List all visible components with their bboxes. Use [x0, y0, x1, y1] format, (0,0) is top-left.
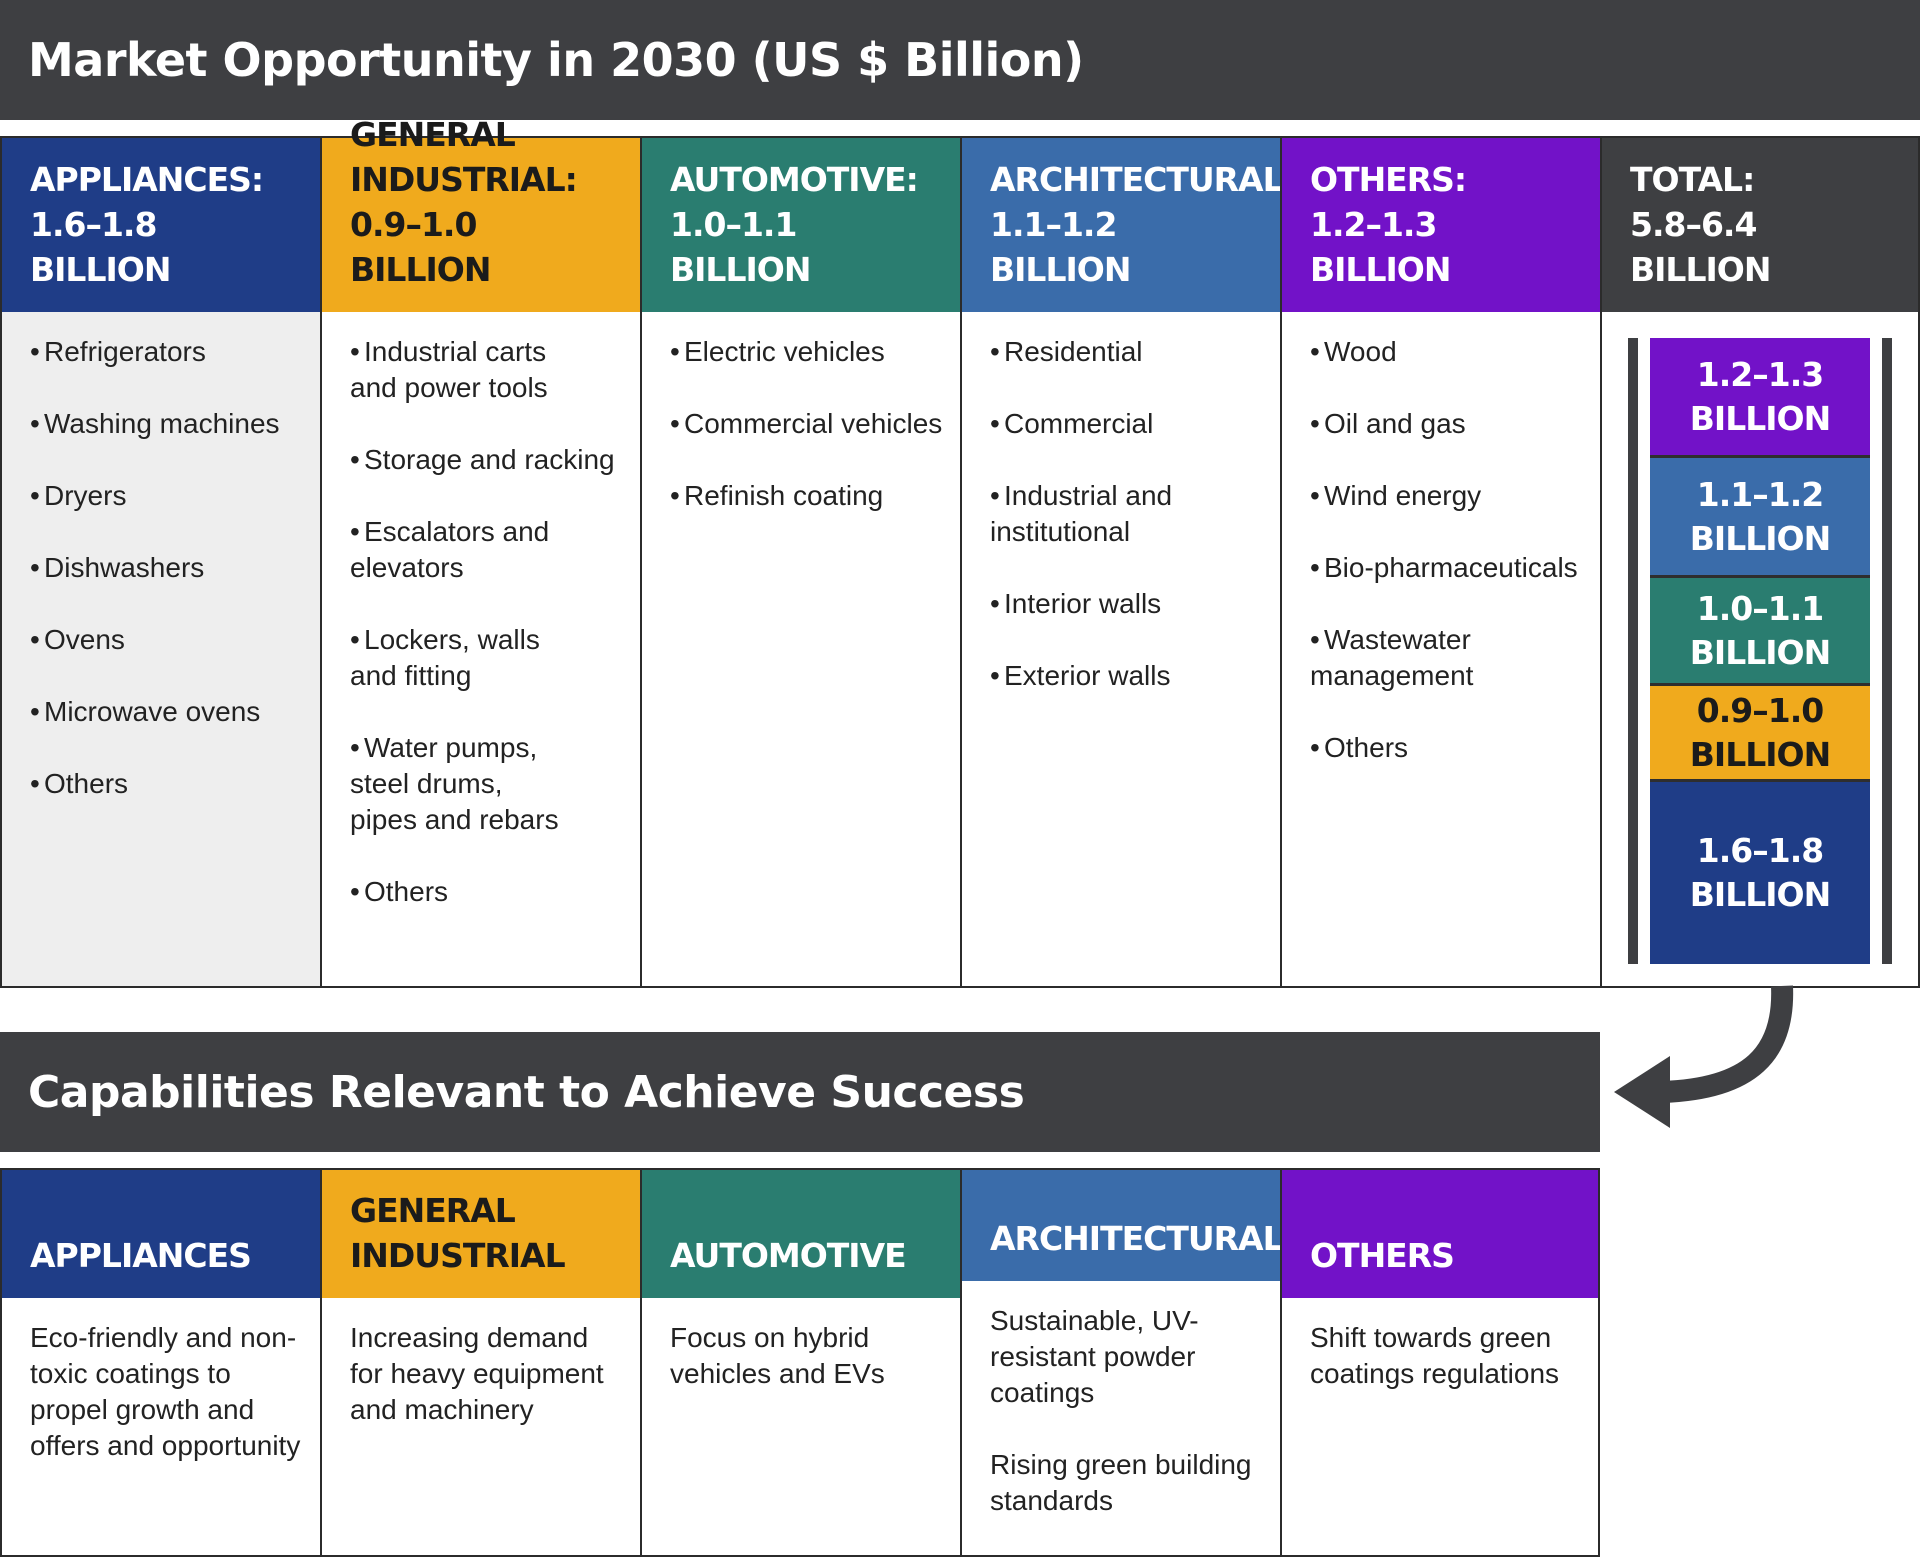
list-item: • Water pumps, steel drums, pipes and reb…: [350, 732, 559, 835]
list-item: • Wind energy: [1310, 480, 1482, 511]
list-item: • Washing machines: [30, 408, 280, 439]
market-column-appliances: APPLIANCES: 1.6–1.8 BILLION • Refrigerato…: [0, 136, 320, 988]
capability-header-others: OTHERS: [1282, 1170, 1598, 1298]
capability-column-others: OTHERS Shift towards green coatings regu…: [1280, 1168, 1600, 1557]
total-stacked-bar: 1.2–1.3 BILLION 1.1–1.2 BILLION 1.0–1.1 BIL…: [1650, 338, 1870, 964]
capability-paragraph: Focus on hybrid vehicles and EVs: [670, 1322, 885, 1389]
market-column-architectural: ARCHITECTURAL: 1.1–1.2 BILLION • Resident…: [960, 136, 1296, 988]
capability-text-general-industrial: Increasing demand for heavy equipment an…: [322, 1298, 640, 1555]
list-item: • Bio-pharmaceuticals: [1310, 552, 1578, 583]
capability-text-automotive: Focus on hybrid vehicles and EVs: [642, 1298, 960, 1555]
capability-paragraph: Sustainable, UV-resistant powder coating…: [990, 1305, 1199, 1408]
list-item: • Wastewater management: [1310, 624, 1474, 691]
header-line: GENERAL: [350, 115, 516, 154]
list-item: • Oil and gas: [1310, 408, 1466, 439]
list-item: • Escalators and elevators: [350, 516, 550, 583]
header-line: INDUSTRIAL: [350, 1236, 566, 1275]
header-line: ARCHITECTURAL:: [990, 160, 1296, 199]
list-item: • Refrigerators: [30, 336, 206, 367]
market-header-automotive: AUTOMOTIVE: 1.0–1.1 BILLION: [642, 138, 960, 312]
market-list-others: • Wood • Oil and gas • Wind energy • Bio-pha…: [1282, 312, 1600, 986]
capability-column-appliances: APPLIANCES Eco-friendly and non-toxic co…: [0, 1168, 320, 1557]
stack-segment-others: 1.2–1.3 BILLION: [1650, 338, 1870, 458]
header-value: 0.9–1.0 BILLION: [350, 205, 491, 289]
list-item: • Dishwashers: [30, 552, 205, 583]
header-line: OTHERS: [1310, 1236, 1455, 1275]
capability-paragraph: Eco-friendly and non-toxic coatings to p…: [30, 1322, 301, 1461]
capability-header-architectural: ARCHITECTURAL: [962, 1170, 1284, 1281]
header-value: 5.8–6.4 BILLION: [1630, 205, 1771, 289]
capability-paragraph: Rising green building standards: [990, 1449, 1252, 1516]
capability-column-general-industrial: GENERAL INDUSTRIAL Increasing demand for…: [320, 1168, 640, 1557]
market-column-total: TOTAL: 5.8–6.4 BILLION 1.2–1.3 BILLION 1.…: [1600, 136, 1920, 988]
list-item: • Wood: [1310, 336, 1397, 367]
list-item: • Commercial: [990, 408, 1154, 439]
list-item: • Industrial carts and power tools: [350, 336, 548, 403]
capability-text-others: Shift towards green coatings regulations: [1282, 1298, 1598, 1555]
header-line: OTHERS:: [1310, 160, 1467, 199]
capability-text-architectural: Sustainable, UV-resistant powder coating…: [962, 1281, 1280, 1555]
capabilities-grid: APPLIANCES Eco-friendly and non-toxic co…: [0, 1168, 1600, 1557]
stack-rail-left: [1628, 338, 1638, 964]
stack-segment-architectural: 1.1–1.2 BILLION: [1650, 458, 1870, 578]
curved-arrow-icon: [1614, 985, 1794, 1128]
header-line: ARCHITECTURAL: [990, 1219, 1284, 1258]
market-header-others: OTHERS: 1.2–1.3 BILLION: [1282, 138, 1600, 312]
header-line: TOTAL:: [1630, 160, 1755, 199]
total-stack-area: 1.2–1.3 BILLION 1.1–1.2 BILLION 1.0–1.1 BIL…: [1602, 312, 1918, 986]
list-item: • Electric vehicles: [670, 336, 885, 367]
list-item: • Others: [1310, 732, 1409, 763]
stack-rail-right: [1882, 338, 1892, 964]
market-grid: APPLIANCES: 1.6–1.8 BILLION • Refrigerato…: [0, 115, 1920, 988]
market-list-automotive: • Electric vehicles • Commercial vehicles …: [642, 312, 960, 986]
list-item: • Microwave ovens: [30, 696, 261, 727]
capability-header-automotive: AUTOMOTIVE: [642, 1170, 960, 1298]
capability-column-automotive: AUTOMOTIVE Focus on hybrid vehicles and …: [640, 1168, 960, 1557]
header-line: APPLIANCES:: [30, 160, 264, 199]
stack-segment-appliances: 1.6–1.8 BILLION: [1650, 782, 1870, 964]
list-item: • Commercial vehicles: [670, 408, 943, 439]
list-item: • Others: [350, 876, 449, 907]
capability-column-architectural: ARCHITECTURAL Sustainable, UV-resistant …: [960, 1168, 1284, 1557]
capability-text-appliances: Eco-friendly and non-toxic coatings to p…: [2, 1298, 320, 1555]
market-column-others: OTHERS: 1.2–1.3 BILLION • Wood • Oil and g…: [1280, 136, 1600, 988]
list-item: • Industrial and institutional: [990, 480, 1173, 547]
list-item: • Storage and racking: [350, 444, 615, 475]
stack-segment-general-industrial: 0.9–1.0 BILLION: [1650, 686, 1870, 782]
market-header-total: TOTAL: 5.8–6.4 BILLION: [1602, 138, 1918, 312]
market-header-general-industrial: GENERAL INDUSTRIAL: 0.9–1.0 BILLION: [322, 115, 640, 312]
market-list-architectural: • Residential • Commercial • Industrial and…: [962, 312, 1280, 986]
market-header-architectural: ARCHITECTURAL: 1.1–1.2 BILLION: [962, 138, 1296, 312]
list-item: • Residential: [990, 336, 1143, 367]
stack-segment-automotive: 1.0–1.1 BILLION: [1650, 578, 1870, 686]
capability-header-general-industrial: GENERAL INDUSTRIAL: [322, 1170, 640, 1298]
market-column-automotive: AUTOMOTIVE: 1.0–1.1 BILLION • Electric ve…: [640, 136, 960, 988]
header-line: INDUSTRIAL:: [350, 160, 578, 199]
header-line: AUTOMOTIVE:: [670, 160, 919, 199]
market-list-appliances: • Refrigerators • Washing machines • Dryers…: [2, 312, 320, 986]
list-item: • Refinish coating: [670, 480, 884, 511]
header-line: AUTOMOTIVE: [670, 1236, 907, 1275]
capability-header-appliances: APPLIANCES: [2, 1170, 320, 1298]
list-item: • Others: [30, 768, 129, 799]
header-line: GENERAL: [350, 1191, 516, 1230]
capability-paragraph: Shift towards green coatings regulations: [1310, 1322, 1560, 1389]
capability-paragraph: Increasing demand for heavy equipment an…: [350, 1322, 604, 1425]
list-item: • Exterior walls: [990, 660, 1171, 691]
header-value: 1.6–1.8 BILLION: [30, 205, 171, 289]
list-item: • Interior walls: [990, 588, 1162, 619]
header-value: 1.1–1.2 BILLION: [990, 205, 1131, 289]
list-item: • Lockers, walls and fitting: [350, 624, 540, 691]
market-header-appliances: APPLIANCES: 1.6–1.8 BILLION: [2, 138, 320, 312]
list-item: • Ovens: [30, 624, 125, 655]
list-item: • Dryers: [30, 480, 127, 511]
header-value: 1.0–1.1 BILLION: [670, 205, 811, 289]
market-list-general-industrial: • Industrial carts and power tools • Stora…: [322, 312, 640, 986]
header-value: 1.2–1.3 BILLION: [1310, 205, 1451, 289]
market-column-general-industrial: GENERAL INDUSTRIAL: 0.9–1.0 BILLION • Ind…: [320, 115, 640, 988]
header-line: APPLIANCES: [30, 1236, 252, 1275]
market-opportunity-title: Market Opportunity in 2030 (US $ Billion…: [0, 0, 1920, 120]
capabilities-title: Capabilities Relevant to Achieve Success: [0, 1032, 1600, 1152]
